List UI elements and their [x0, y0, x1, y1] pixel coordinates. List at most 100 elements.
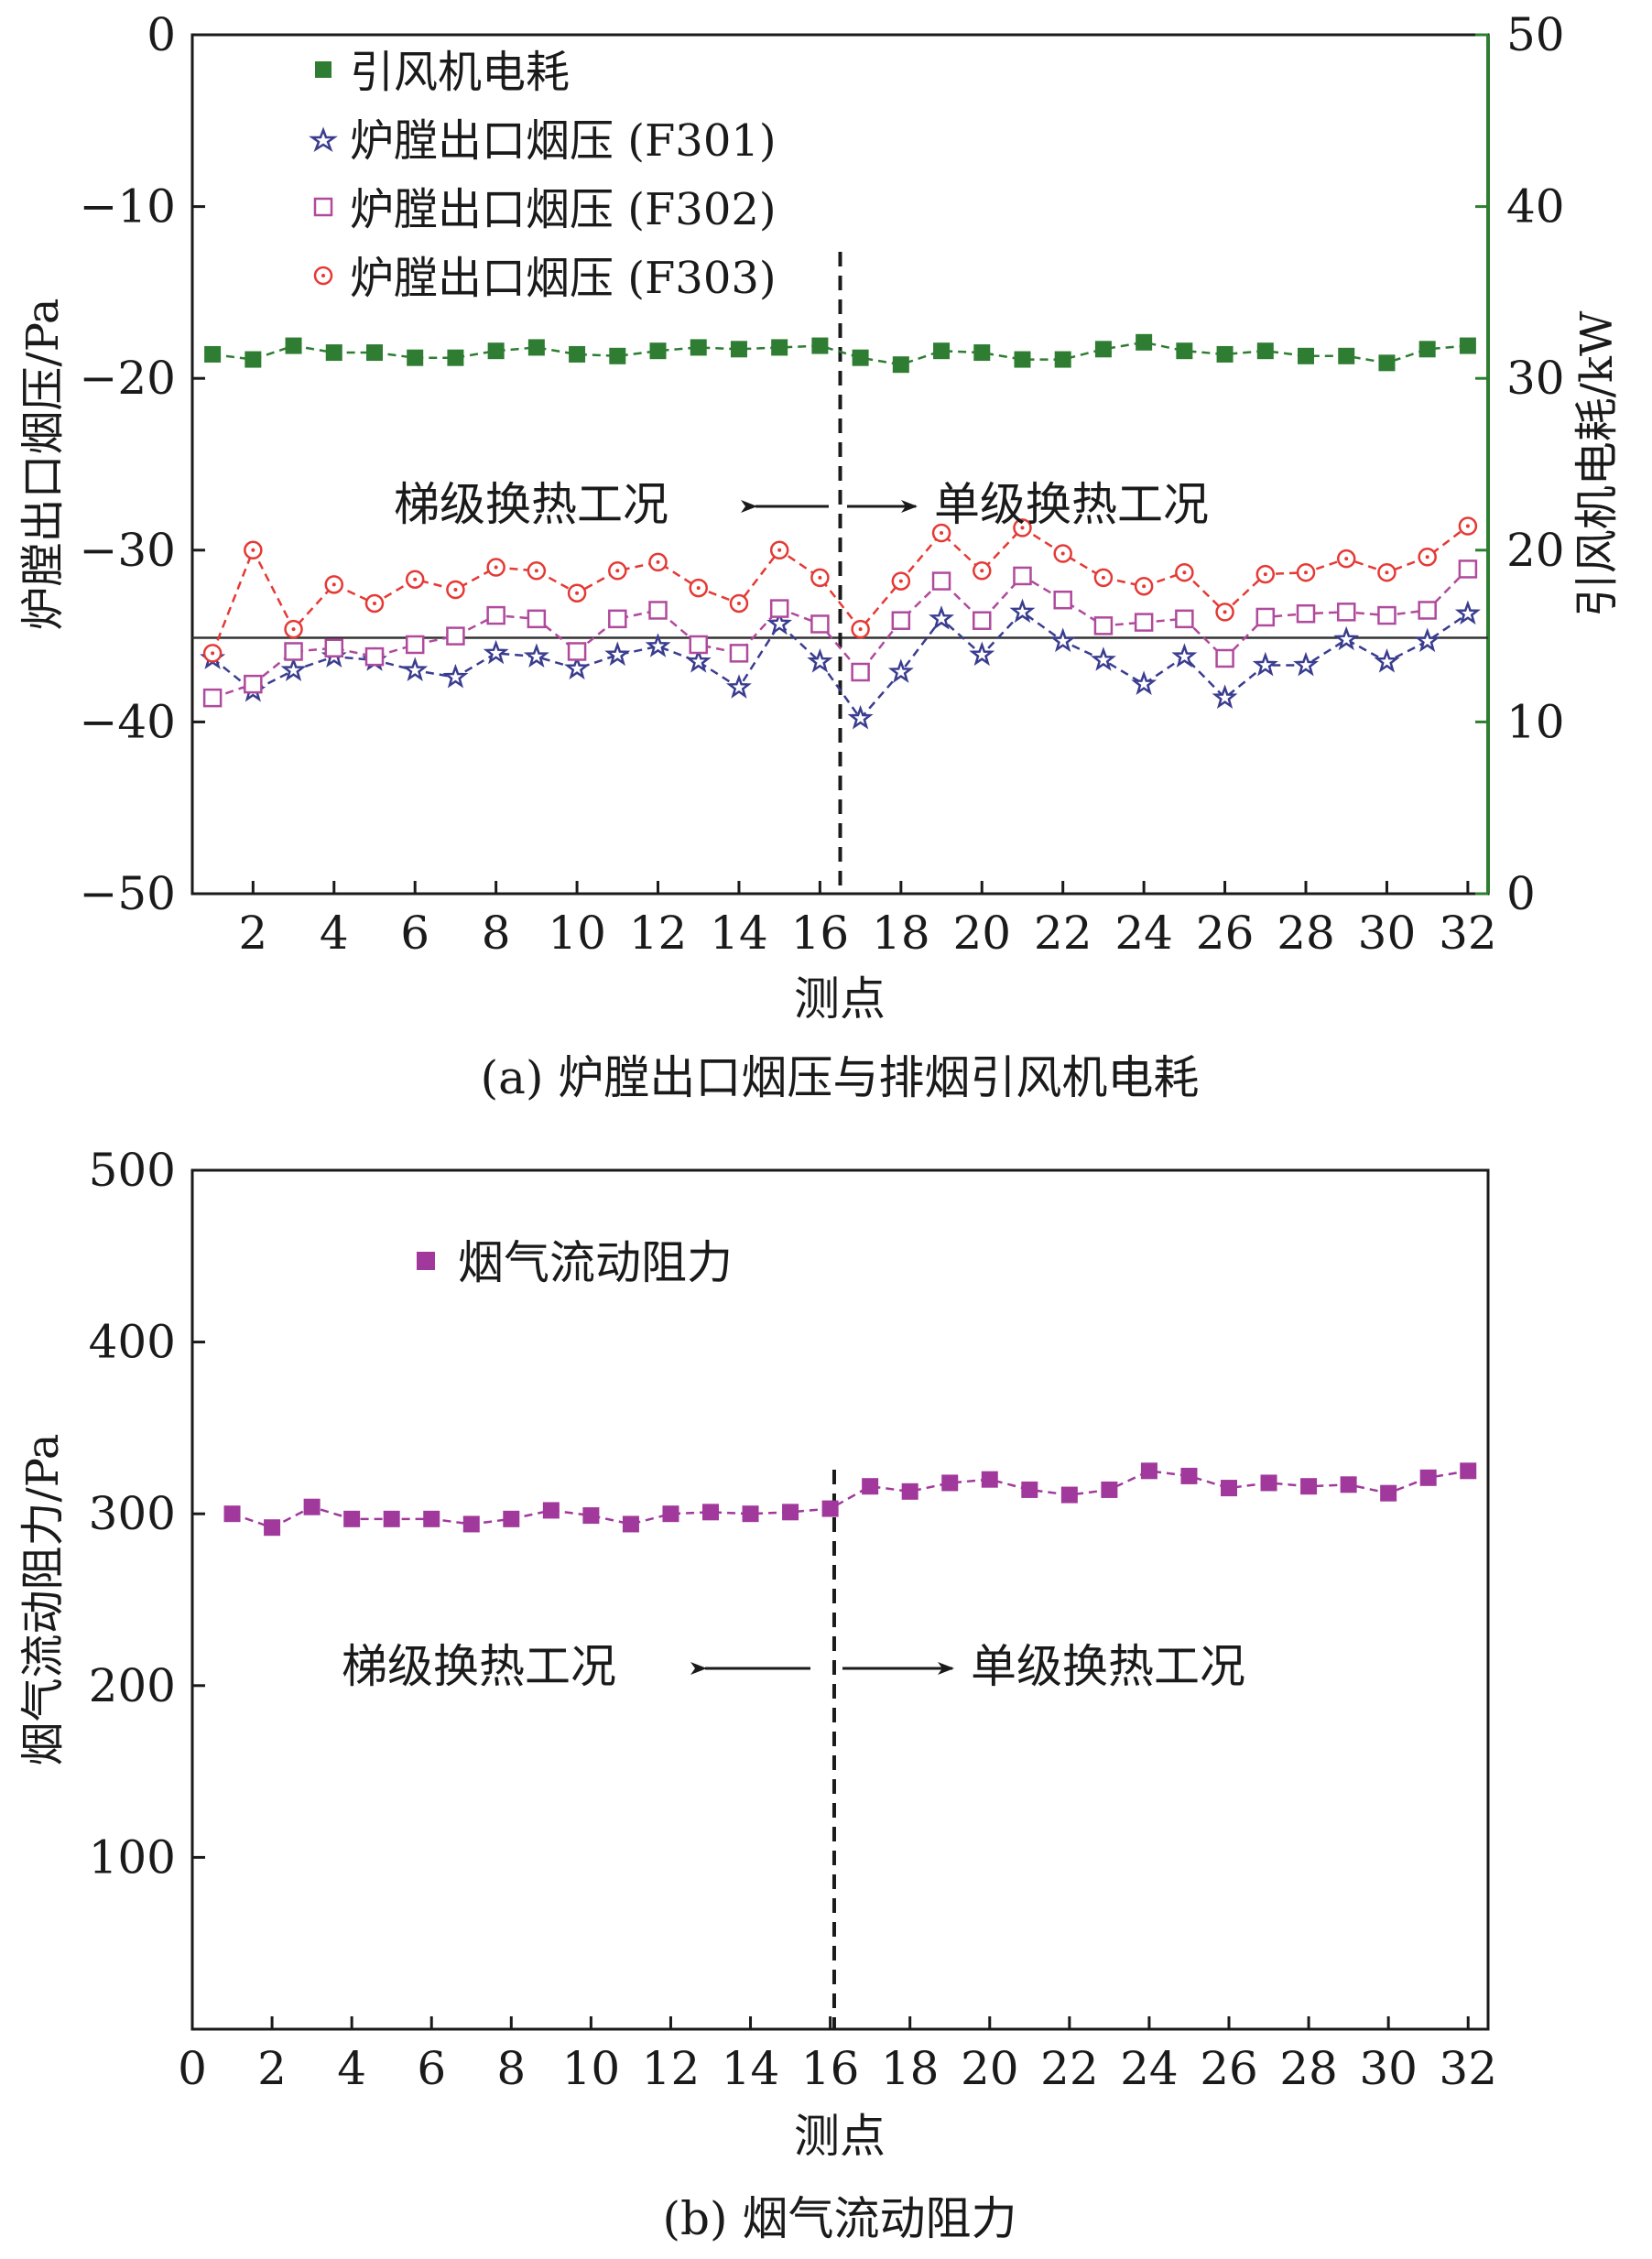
- legend-a: 引风机电耗 炉膛出口烟压 (F301) 炉膛出口烟压 (F302) 炉膛出口烟压…: [309, 47, 777, 304]
- x-tick-label: 24: [1120, 2042, 1179, 2095]
- x-tick-label: 14: [722, 2042, 780, 2095]
- y-tick-label: −50: [79, 867, 176, 920]
- legend-label-f302: 炉膛出口烟压 (F302): [350, 184, 777, 235]
- x-tick-label: 20: [952, 907, 1011, 960]
- data-point-center: [1465, 524, 1470, 528]
- data-point: [569, 345, 586, 363]
- data-point: [446, 626, 465, 646]
- legend-label-f301: 炉膛出口烟压 (F301): [350, 115, 777, 167]
- legend-b: 烟气流动阻力: [417, 1236, 733, 1289]
- x-tick-label: 2: [238, 907, 267, 960]
- data-point: [1054, 351, 1071, 368]
- data-point: [769, 599, 789, 618]
- y-tick-label: 200: [89, 1659, 176, 1712]
- data-point: [604, 641, 631, 667]
- data-point: [1014, 351, 1031, 368]
- data-point-center: [696, 586, 701, 591]
- data-point: [689, 635, 708, 655]
- data-point: [503, 1510, 520, 1527]
- data-point: [742, 1505, 759, 1523]
- x-tick-label: 12: [642, 2042, 701, 2095]
- chart-b: 0 2 4 6 8 10 12 14 16 18 20 22 24 26 28 30 32 5004003002…: [17, 1144, 1497, 2245]
- data-point: [887, 658, 914, 683]
- y-tick-label: 400: [89, 1316, 176, 1369]
- data-point: [847, 704, 874, 730]
- y2-tick-label: 50: [1506, 8, 1565, 61]
- x-tick-label: 22: [1040, 2042, 1099, 2095]
- data-point: [383, 1510, 400, 1527]
- annotation-right-condition: 单级换热工况: [971, 1640, 1245, 1693]
- y2-tick-label: 10: [1506, 695, 1565, 748]
- data-point: [405, 635, 425, 655]
- data-point: [1053, 590, 1072, 610]
- data-point: [303, 1498, 321, 1515]
- data-point: [423, 1510, 440, 1527]
- data-point: [766, 610, 793, 635]
- data-point: [244, 674, 263, 694]
- legend-label-f303: 炉膛出口烟压 (F303): [350, 253, 777, 304]
- data-point: [1460, 1462, 1477, 1480]
- data-point: [1093, 616, 1114, 635]
- legend-marker-flow-resistance: [417, 1252, 435, 1270]
- x-tick-label: 22: [1034, 907, 1092, 960]
- x-tick-label: 28: [1277, 907, 1335, 960]
- data-point-center: [980, 569, 984, 573]
- y-tick-label: 300: [89, 1487, 176, 1540]
- data-point: [933, 342, 951, 360]
- y2-axis-label-a: 引风机电耗/kW: [1571, 310, 1623, 617]
- data-point-center: [211, 651, 215, 656]
- data-point: [892, 356, 909, 374]
- annotation-left-condition: 梯级换热工况: [342, 1640, 616, 1693]
- data-point: [608, 609, 627, 629]
- data-point: [1021, 1481, 1038, 1498]
- data-point-center: [898, 579, 903, 583]
- data-point: [1136, 333, 1153, 351]
- data-point: [1252, 651, 1278, 677]
- data-point: [582, 1507, 600, 1525]
- data-point: [365, 344, 383, 362]
- data-point: [280, 657, 307, 682]
- data-point: [685, 647, 712, 673]
- data-point: [447, 349, 464, 366]
- x-tick-label: 12: [629, 907, 688, 960]
- legend-marker-fan-power: [315, 61, 331, 78]
- data-point-center: [1060, 551, 1065, 556]
- data-point: [407, 349, 424, 366]
- data-point: [442, 663, 469, 689]
- x-tick-label: 30: [1359, 2042, 1418, 2095]
- x-tick-label: 18: [881, 2042, 940, 2095]
- data-point: [523, 643, 549, 668]
- data-point: [343, 1510, 361, 1527]
- data-point: [1140, 1462, 1157, 1480]
- y-tick-label: −20: [79, 352, 176, 405]
- y-tick-label: −30: [79, 524, 176, 577]
- x-tick-label: 4: [320, 907, 349, 960]
- data-point: [1418, 341, 1436, 358]
- data-point: [567, 642, 587, 661]
- x-tick-label: 30: [1358, 907, 1417, 960]
- x-tick-label: 20: [961, 2042, 1019, 2095]
- y2-tick-label: 30: [1506, 352, 1565, 405]
- data-point: [1134, 613, 1154, 632]
- data-point: [851, 662, 870, 682]
- annotation-right-condition: 单级换热工况: [934, 478, 1209, 531]
- data-point: [1049, 627, 1076, 653]
- data-point: [1296, 603, 1316, 624]
- x-axis-label-b: 测点: [794, 2110, 886, 2163]
- data-point: [1216, 345, 1234, 363]
- data-point: [702, 1504, 719, 1521]
- y-tick-label: 500: [89, 1144, 176, 1197]
- legend-label-flow-resistance: 烟气流动阻力: [458, 1236, 733, 1289]
- data-point-center: [1020, 526, 1025, 530]
- x-tick-label: 0: [178, 2042, 207, 2095]
- data-point: [730, 341, 747, 358]
- data-point-center: [1425, 555, 1429, 559]
- data-point-center: [858, 627, 863, 632]
- caption-b: (b) 烟气流动阻力: [663, 2192, 1017, 2245]
- data-point: [285, 337, 302, 354]
- data-point-center: [494, 565, 498, 570]
- data-point: [852, 349, 869, 366]
- data-point-center: [291, 627, 296, 632]
- data-point-center: [575, 591, 580, 595]
- data-point: [486, 605, 505, 625]
